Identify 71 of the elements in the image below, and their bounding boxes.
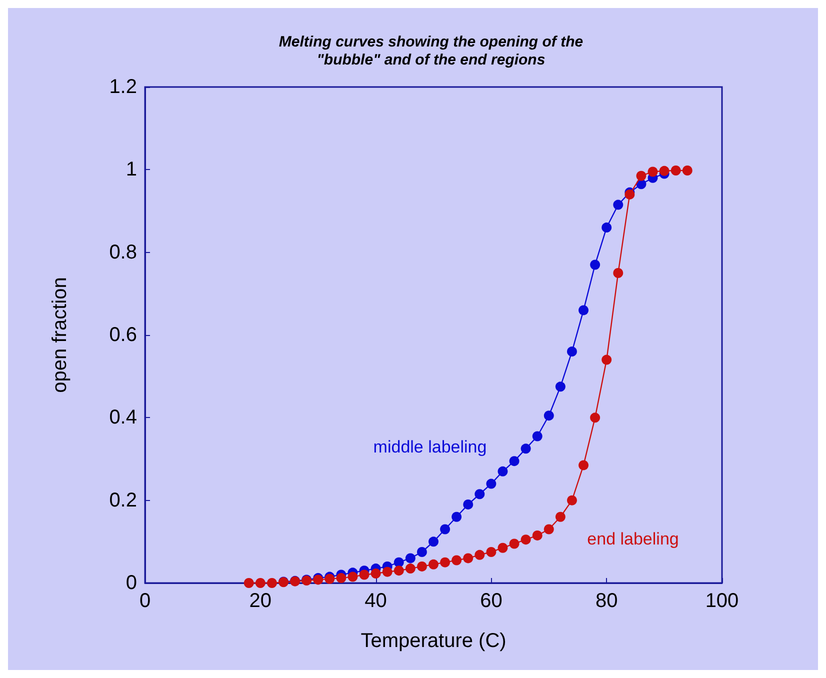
point [636,170,646,181]
point [348,572,358,582]
point [452,555,462,566]
point [578,305,589,316]
point [670,165,681,176]
y-tick-label: 1.2 [109,76,137,98]
point [452,512,462,522]
x-axis-title: Temperature (C) [360,630,506,652]
series-label: middle labeling [373,438,487,456]
x-tick-label: 0 [139,590,151,612]
point [544,410,554,421]
point [509,456,520,466]
point [590,260,600,270]
point [486,478,496,489]
point [532,530,542,540]
point [428,536,438,547]
point [566,346,577,357]
point [602,354,612,365]
point [590,412,600,423]
point [255,578,266,588]
x-tick-label: 100 [705,590,739,612]
x-tick-label: 40 [364,590,387,612]
point [266,578,277,588]
point [440,524,450,534]
point [498,466,508,476]
y-tick-label: 0.8 [109,241,137,264]
point [336,573,346,584]
point [405,564,416,574]
point [474,550,485,560]
point [486,547,496,557]
point [613,200,624,210]
y-tick-label: 1 [126,158,137,181]
y-tick-label: 0.6 [109,324,137,346]
point [244,578,254,588]
point [382,566,392,577]
point [370,568,381,578]
y-axis-title: open fraction [49,277,71,393]
chart-title: Melting curves showing the opening of the "bubble" and of the end regions [278,34,584,68]
point [394,557,404,568]
point [602,222,612,233]
point [474,489,485,500]
point [359,570,370,580]
point [509,538,520,549]
point [394,566,404,576]
series-label: end labeling [587,530,679,548]
point [555,512,566,522]
x-tick-label: 60 [480,590,502,612]
point [555,382,566,392]
point [440,557,450,568]
y-tick-label: 0.2 [109,489,137,512]
point [566,495,577,506]
point [520,444,531,454]
point [578,460,589,470]
x-tick-label: 20 [249,590,272,612]
point [498,542,508,553]
point [532,431,542,442]
point [428,559,438,570]
point [416,547,427,557]
point [416,561,427,572]
point [544,524,554,534]
y-tick-label: 0.4 [109,406,137,429]
point [613,268,624,278]
point [463,499,474,510]
point [648,166,658,177]
point [659,166,670,176]
x-tick-label: 80 [595,590,618,612]
point [463,553,474,564]
point [682,165,692,176]
point [520,534,531,545]
y-tick-label: 0 [126,572,137,594]
point [405,553,416,564]
